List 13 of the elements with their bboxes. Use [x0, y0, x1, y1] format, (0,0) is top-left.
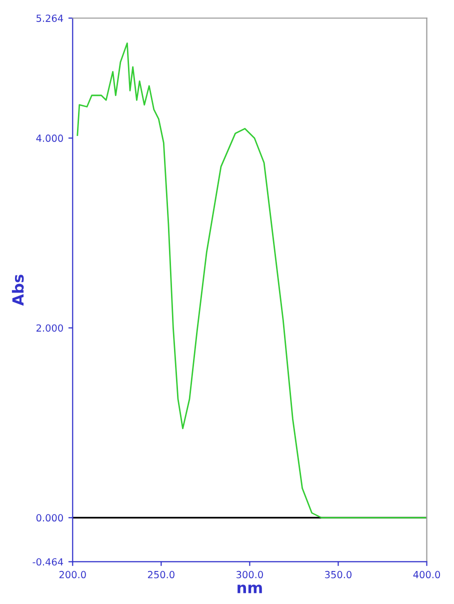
- y-tick-label: 5.264: [36, 14, 64, 22]
- y-tick-label: 4.000: [36, 134, 63, 142]
- x-tick-label: 400.0: [413, 570, 440, 578]
- y-tick-label: 0.000: [36, 514, 63, 522]
- x-axis-title: nm: [238, 584, 262, 594]
- x-tick-label: 250.0: [148, 570, 174, 578]
- line-series: [76, 42, 427, 518]
- y-tick-label: 2.000: [36, 324, 63, 332]
- x-tick-label: 350.0: [325, 570, 352, 578]
- y-tick-label: -0.464: [32, 558, 64, 566]
- x-tick-label: 300.0: [236, 570, 263, 578]
- y-axis-title: Abs: [12, 274, 24, 306]
- x-tick-label: 200.0: [59, 570, 86, 578]
